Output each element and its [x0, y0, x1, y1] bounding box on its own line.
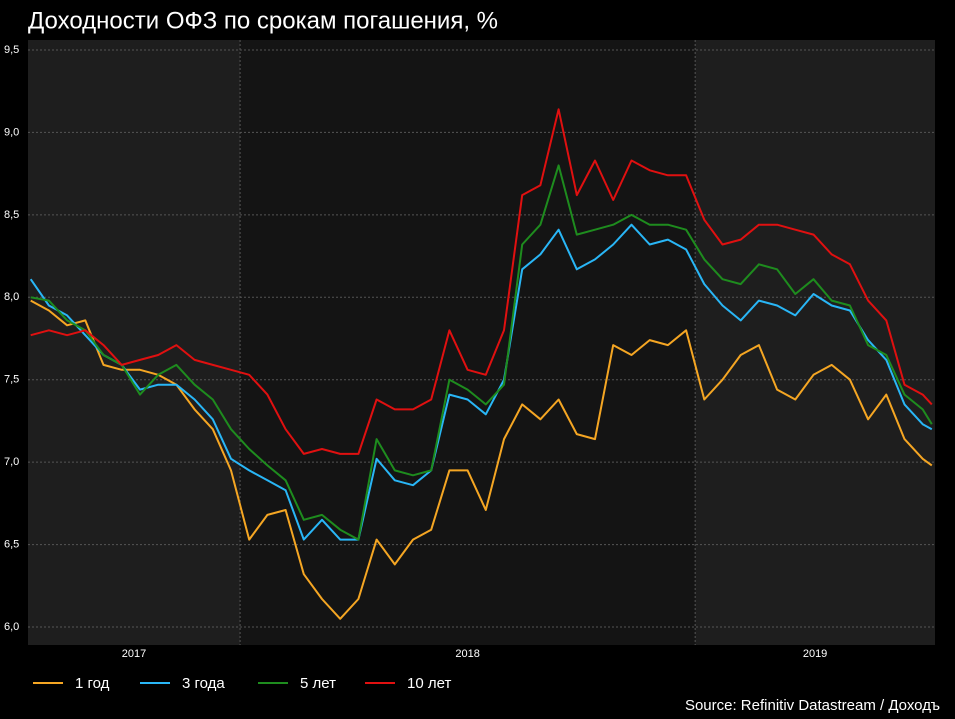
y-tick-label: 6,0 [4, 621, 19, 633]
legend-label: 5 лет [300, 675, 336, 692]
x-tick-label: 2018 [455, 648, 479, 660]
series-line [30, 108, 933, 455]
y-tick-label: 8,0 [4, 291, 19, 303]
y-tick-label: 9,0 [4, 126, 19, 138]
y-tick-label: 7,5 [4, 374, 19, 386]
legend-label: 1 год [75, 675, 110, 692]
source-note: Source: Refinitiv Datastream / Доходъ [685, 697, 940, 714]
year-band [240, 40, 696, 645]
y-tick-label: 9,5 [4, 44, 19, 56]
y-tick-label: 6,5 [4, 538, 19, 550]
year-band [28, 40, 241, 645]
series-line [30, 164, 933, 541]
x-tick-label: 2019 [803, 648, 827, 660]
series-line [29, 223, 933, 541]
series-line [30, 299, 933, 620]
y-tick-label: 8,5 [4, 209, 19, 221]
legend-label: 3 года [182, 675, 225, 692]
year-band [695, 40, 935, 645]
x-tick-label: 2017 [122, 648, 146, 660]
chart-title: Доходности ОФЗ по срокам погашения, % [28, 7, 498, 34]
y-tick-label: 7,0 [4, 456, 19, 468]
legend-label: 10 лет [407, 675, 451, 692]
